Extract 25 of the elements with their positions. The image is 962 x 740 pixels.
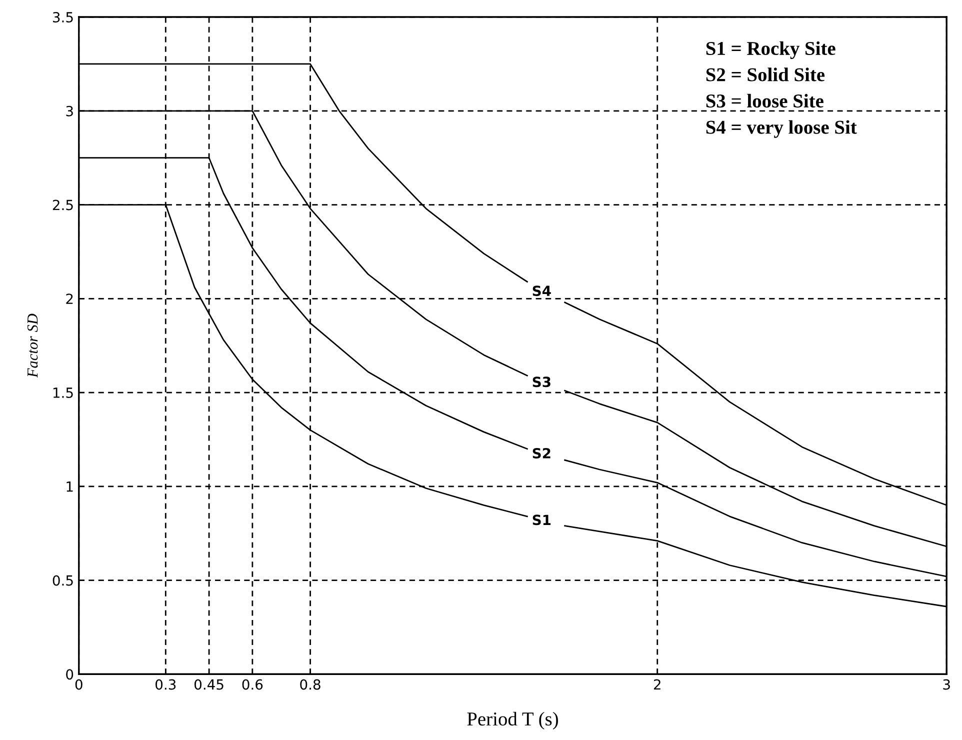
annotation: S2 = Solid Site — [706, 68, 825, 82]
y-tick-label: 2 — [66, 294, 73, 304]
series-label: S3 — [532, 376, 550, 388]
y-tick-label: 3 — [66, 106, 73, 116]
annotation: S4 = very loose Sit — [706, 120, 857, 138]
x-axis-title: Period T (s) — [467, 712, 558, 730]
y-tick-label: 3.5 — [52, 12, 73, 22]
x-tick-label: 0.6 — [242, 679, 263, 690]
annotation: S3 = loose Site — [706, 94, 824, 108]
x-tick-label: 0.8 — [300, 679, 320, 690]
y-axis-title: Factor SD — [27, 314, 38, 378]
x-tick-label: 2 — [654, 679, 660, 690]
series-label: S4 — [532, 286, 551, 296]
series-label: S1 — [532, 514, 551, 526]
x-tick-label: 3 — [943, 679, 950, 690]
x-tick-label: 0.3 — [156, 679, 176, 690]
y-tick-label: 0 — [66, 669, 74, 680]
y-tick-label: 1.5 — [53, 388, 73, 398]
series-label: S2 — [532, 448, 550, 459]
y-tick-label: 2.5 — [52, 200, 73, 210]
y-tick-label: 1 — [66, 482, 73, 492]
annotation: S1 = Rocky Site — [706, 41, 836, 60]
x-tick-label: 0.45 — [194, 679, 224, 690]
x-tick-label: 0 — [75, 679, 82, 690]
y-tick-label: 0.5 — [52, 575, 73, 586]
